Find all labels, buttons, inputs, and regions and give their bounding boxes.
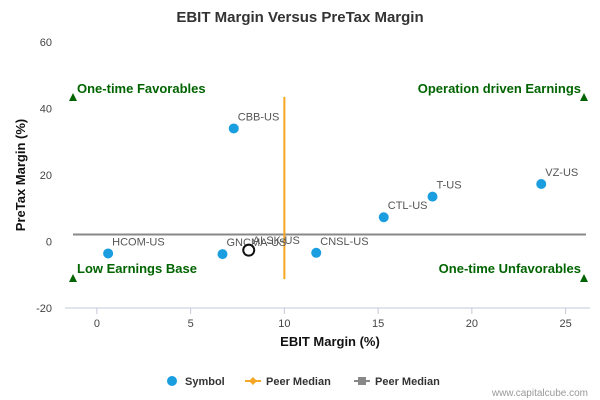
data-point-label: CNSL-US bbox=[320, 236, 368, 248]
quadrant-triangle-top-right bbox=[580, 93, 588, 101]
x-tick-label: 25 bbox=[560, 318, 572, 330]
legend-label: Symbol bbox=[185, 376, 225, 388]
quadrant-triangle-bottom-left bbox=[69, 274, 77, 282]
chart-title: EBIT Margin Versus PreTax Margin bbox=[176, 9, 423, 26]
y-tick-label: -20 bbox=[36, 303, 52, 315]
data-point bbox=[103, 248, 114, 259]
data-point bbox=[536, 178, 547, 189]
quadrant-label-bottom-left: Low Earnings Base bbox=[77, 261, 197, 276]
data-point bbox=[217, 249, 228, 260]
data-point bbox=[311, 247, 322, 258]
y-tick-label: 60 bbox=[40, 37, 52, 49]
legend-marker-square bbox=[358, 377, 366, 385]
x-axis-title: EBIT Margin (%) bbox=[280, 334, 380, 349]
quadrant-triangle-bottom-right bbox=[580, 274, 588, 282]
legend-label: Peer Median bbox=[266, 376, 331, 388]
x-tick-label: 15 bbox=[372, 318, 384, 330]
x-tick-label: 5 bbox=[188, 318, 194, 330]
x-tick-label: 20 bbox=[466, 318, 478, 330]
quadrant-label-bottom-right: One-time Unfavorables bbox=[439, 261, 581, 276]
data-point-label: CBB-US bbox=[238, 111, 280, 123]
data-point-label: GNCMA-US bbox=[227, 237, 287, 249]
data-point bbox=[427, 191, 438, 202]
data-point-label: HCOM-US bbox=[112, 236, 165, 248]
y-axis-title: PreTax Margin (%) bbox=[13, 119, 28, 231]
subject-point-label: ALSK-US bbox=[253, 235, 300, 247]
data-point-label: VZ-US bbox=[545, 167, 578, 179]
data-point-label: T-US bbox=[437, 180, 462, 192]
credit-text: www.capitalcube.com bbox=[491, 388, 588, 399]
legend-marker-circle bbox=[167, 376, 177, 386]
legend-marker-diamond bbox=[249, 377, 257, 385]
quadrant-label-top-left: One-time Favorables bbox=[77, 81, 206, 96]
subject-point bbox=[242, 243, 256, 257]
data-point-label: CTL-US bbox=[388, 200, 428, 212]
legend: Symbol Peer Median Peer Median bbox=[167, 376, 440, 388]
plot-area: 0 5 10 15 20 25 -20 0 20 40 60 One-time Favorables O… bbox=[36, 37, 590, 330]
x-tick-label: 10 bbox=[278, 318, 290, 330]
data-point bbox=[228, 123, 239, 134]
data-point bbox=[378, 212, 389, 223]
y-tick-label: 40 bbox=[40, 104, 52, 116]
quadrant-label-top-right: Operation driven Earnings bbox=[418, 81, 581, 96]
y-tick-label: 20 bbox=[40, 170, 52, 182]
legend-label: Peer Median bbox=[375, 376, 440, 388]
y-tick-label: 0 bbox=[46, 237, 52, 249]
quadrant-triangle-top-left bbox=[69, 93, 77, 101]
x-tick-label: 0 bbox=[94, 318, 100, 330]
